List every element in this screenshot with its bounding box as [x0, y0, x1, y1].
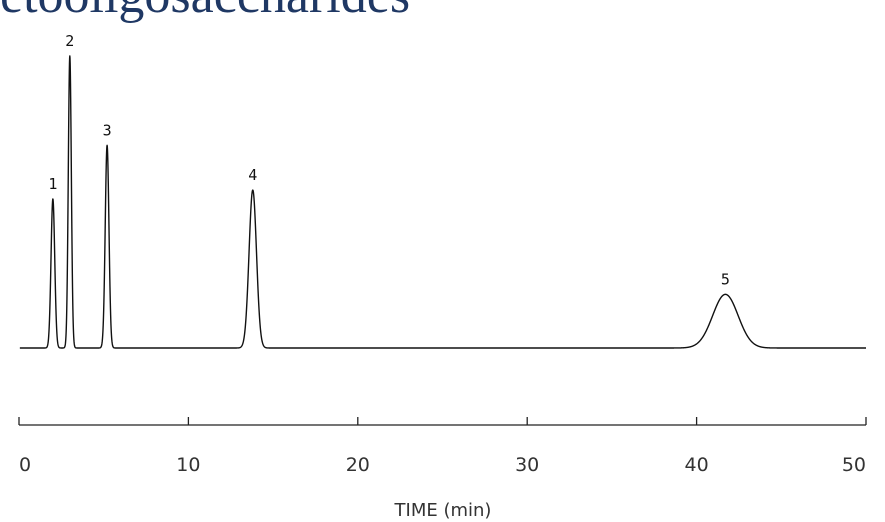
- x-axis: 0 10 20 30 40 50: [18, 417, 867, 476]
- x-tick-label-0: 0: [19, 454, 31, 476]
- peak-label-4: 4: [248, 166, 257, 184]
- peak-label-2: 2: [65, 32, 74, 50]
- chart-title: etooligosaccharides: [0, 0, 410, 22]
- chromatogram-trace: [19, 55, 867, 349]
- x-tick-label-20: 20: [346, 454, 370, 476]
- x-axis-label: TIME (min): [394, 500, 492, 521]
- x-tick-label-50: 50: [842, 454, 866, 476]
- x-tick-label-30: 30: [515, 454, 539, 476]
- x-tick-label-40: 40: [685, 454, 709, 476]
- peak-label-5: 5: [721, 270, 730, 288]
- x-tick-label-10: 10: [176, 454, 200, 476]
- peak-label-1: 1: [48, 175, 57, 193]
- peak-labels: 1 2 3 4 5: [48, 32, 730, 288]
- peak-label-3: 3: [103, 121, 112, 139]
